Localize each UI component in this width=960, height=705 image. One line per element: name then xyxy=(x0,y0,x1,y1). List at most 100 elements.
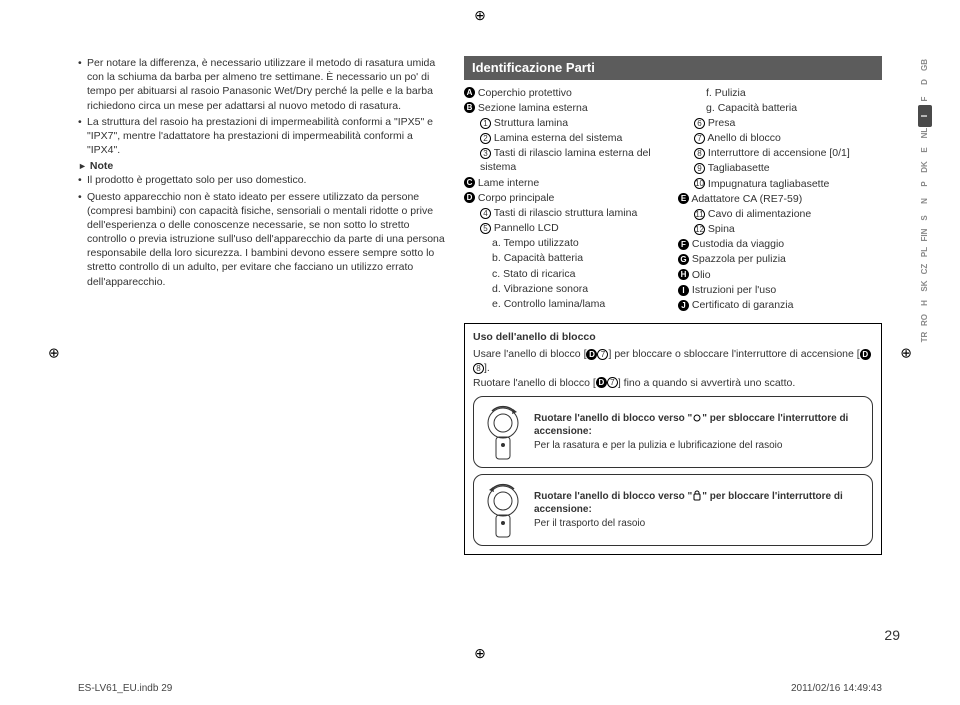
parts-text: Adattatore CA (RE7-59) xyxy=(691,193,802,205)
num-badge-icon: 3 xyxy=(480,148,491,159)
parts-text: Tagliabasette xyxy=(708,162,770,174)
uso-line1: Usare l'anello di blocco [D7] per blocca… xyxy=(473,347,873,375)
parts-line: f. Pulizia xyxy=(678,86,882,100)
parts-text: Lame interne xyxy=(478,177,539,189)
parts-line: 5 Pannello LCD xyxy=(464,221,668,235)
num-badge-icon: 10 xyxy=(694,178,705,189)
note-heading: Note xyxy=(78,159,448,173)
parts-text: Custodia da viaggio xyxy=(692,238,784,250)
right-column: Identificazione Parti A Coperchio protet… xyxy=(464,56,882,621)
num-badge-icon: 4 xyxy=(480,208,491,219)
parts-line: c. Stato di ricarica xyxy=(464,267,668,281)
parts-line: 7 Anello di blocco xyxy=(678,131,882,145)
letter-badge-icon: H xyxy=(678,269,689,280)
note-item: Questo apparecchio non è stato ideato pe… xyxy=(78,190,448,289)
unlock-section: Ruotare l'anello di blocco verso "" per … xyxy=(473,396,873,468)
plain-badge: b. xyxy=(492,252,504,264)
letter-badge-icon: F xyxy=(678,239,689,250)
cropmark-left: ⊕ xyxy=(48,343,60,362)
parts-line: 9 Tagliabasette xyxy=(678,161,882,175)
parts-text: Sezione lamina esterna xyxy=(478,102,588,114)
parts-text: Vibrazione sonora xyxy=(504,283,588,295)
num-badge-icon: 6 xyxy=(694,118,705,129)
parts-text: Olio xyxy=(692,269,711,281)
lock-section: Ruotare l'anello di blocco verso "" per … xyxy=(473,474,873,546)
unlock-text: Ruotare l'anello di blocco verso "" per … xyxy=(534,412,864,453)
parts-text: Capacità batteria xyxy=(504,252,583,264)
parts-line: 11 Cavo di alimentazione xyxy=(678,207,882,221)
parts-text: Struttura lamina xyxy=(494,117,568,129)
parts-text: Presa xyxy=(708,117,735,129)
num-badge-icon: 1 xyxy=(480,118,491,129)
parts-line: A Coperchio protettivo xyxy=(464,86,668,100)
letter-badge-icon: B xyxy=(464,102,475,113)
plain-badge: g. xyxy=(706,102,718,114)
badge-7-icon: 7 xyxy=(607,377,618,388)
parts-text: Tasti di rilascio struttura lamina xyxy=(494,207,638,219)
parts-line: 1 Struttura lamina xyxy=(464,116,668,130)
language-tabs: GBDFINLEDKPNSFINPLCZSKHROTR xyxy=(914,58,936,344)
parts-text: Certificato di garanzia xyxy=(692,299,794,311)
unlock-bold: Ruotare l'anello di blocco verso "" per … xyxy=(534,413,848,438)
parts-line: 8 Interruttore di accensione [0/1] xyxy=(678,146,882,160)
parts-col-2: f. Puliziag. Capacità batteria6 Presa7 A… xyxy=(678,86,882,314)
num-badge-icon: 11 xyxy=(694,209,705,220)
parts-line: g. Capacità batteria xyxy=(678,101,882,115)
letter-badge-icon: C xyxy=(464,177,475,188)
badge-d-icon: D xyxy=(860,349,871,360)
parts-text: Impugnatura tagliabasette xyxy=(708,178,829,190)
footer-timestamp: 2011/02/16 14:49:43 xyxy=(791,682,882,696)
letter-badge-icon: E xyxy=(678,193,689,204)
parts-line: I Istruzioni per l'uso xyxy=(678,283,882,297)
parts-columns: A Coperchio protettivoB Sezione lamina e… xyxy=(464,86,882,314)
left-column: Per notare la differenza, è necessario u… xyxy=(78,56,448,621)
note-item: Per notare la differenza, è necessario u… xyxy=(78,56,448,113)
letter-badge-icon: I xyxy=(678,285,689,296)
parts-col-1: A Coperchio protettivoB Sezione lamina e… xyxy=(464,86,668,314)
letter-badge-icon: G xyxy=(678,254,689,265)
badge-8-icon: 8 xyxy=(473,363,484,374)
lock-text: Ruotare l'anello di blocco verso "" per … xyxy=(534,490,864,531)
parts-line: 10 Impugnatura tagliabasette xyxy=(678,177,882,191)
cropmark-top: ⊕ xyxy=(474,6,486,25)
num-badge-icon: 9 xyxy=(694,163,705,174)
parts-line: J Certificato di garanzia xyxy=(678,298,882,312)
parts-line: B Sezione lamina esterna xyxy=(464,101,668,115)
num-badge-icon: 12 xyxy=(694,224,705,235)
badge-d-icon: D xyxy=(586,349,597,360)
parts-line: G Spazzola per pulizia xyxy=(678,252,882,266)
badge-d-icon: D xyxy=(596,377,607,388)
parts-line: C Lame interne xyxy=(464,176,668,190)
parts-line: e. Controllo lamina/lama xyxy=(464,297,668,311)
parts-text: Pannello LCD xyxy=(494,222,559,234)
parts-text: Interruttore di accensione [0/1] xyxy=(708,147,850,159)
parts-text: Corpo principale xyxy=(478,192,554,204)
page-number: 29 xyxy=(884,626,900,645)
plain-badge: d. xyxy=(492,283,504,295)
note-items-list: Il prodotto è progettato solo per uso do… xyxy=(78,173,448,288)
num-badge-icon: 2 xyxy=(480,133,491,144)
letter-badge-icon: J xyxy=(678,300,689,311)
uso-line2: Ruotare l'anello di blocco [D7] fino a q… xyxy=(473,376,873,390)
parts-heading: Identificazione Parti xyxy=(464,56,882,80)
lang-tab-tr[interactable]: TR xyxy=(918,326,932,348)
parts-text: Controllo lamina/lama xyxy=(504,298,606,310)
parts-text: Stato di ricarica xyxy=(503,268,575,280)
parts-line: d. Vibrazione sonora xyxy=(464,282,668,296)
note-item: Il prodotto è progettato solo per uso do… xyxy=(78,173,448,187)
page-content: Per notare la differenza, è necessario u… xyxy=(78,56,882,621)
footer-filename: ES-LV61_EU.indb 29 xyxy=(78,682,172,696)
parts-line: 6 Presa xyxy=(678,116,882,130)
parts-text: Spazzola per pulizia xyxy=(692,253,786,265)
badge-7-icon: 7 xyxy=(597,349,608,360)
parts-text: Lamina esterna del sistema xyxy=(494,132,622,144)
parts-line: 3 Tasti di rilascio lamina esterna del s… xyxy=(464,146,668,174)
plain-badge: a. xyxy=(492,237,503,249)
uso-box: Uso dell'anello di blocco Usare l'anello… xyxy=(464,323,882,555)
plain-badge: e. xyxy=(492,298,504,310)
letter-badge-icon: D xyxy=(464,192,475,203)
parts-line: E Adattatore CA (RE7-59) xyxy=(678,192,882,206)
parts-line: 2 Lamina esterna del sistema xyxy=(464,131,668,145)
parts-text: Cavo di alimentazione xyxy=(708,208,811,220)
cropmark-bottom: ⊕ xyxy=(474,644,486,663)
